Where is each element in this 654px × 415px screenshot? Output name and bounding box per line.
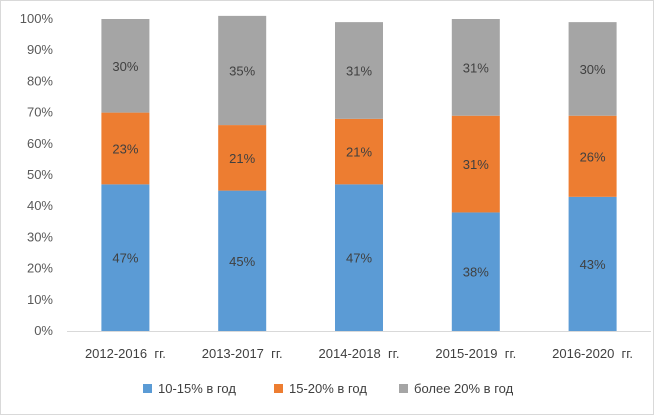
bar-segment <box>335 118 383 185</box>
y-tick-label: 0% <box>34 323 53 338</box>
bar-segment <box>568 22 617 116</box>
y-tick-label: 90% <box>27 42 53 57</box>
bar-segment <box>568 196 617 331</box>
bar-segment <box>451 19 500 116</box>
bar-segment <box>568 115 617 197</box>
data-label: 21% <box>229 151 255 166</box>
legend-label: 10-15% в год <box>158 381 236 396</box>
bar-segment <box>218 125 267 191</box>
y-tick-label: 40% <box>27 198 53 213</box>
legend-swatch <box>399 384 408 393</box>
bar-segment <box>101 112 150 185</box>
data-label: 38% <box>463 265 489 280</box>
x-axis: 2012-2016 гг. 2013-2017 гг. 2014-2018 гг. 2… <box>67 331 651 361</box>
legend-label: более 20% в год <box>414 381 514 396</box>
y-tick-label: 60% <box>27 136 53 151</box>
data-label: 21% <box>346 145 372 160</box>
y-tick-label: 20% <box>27 261 53 276</box>
data-label: 35% <box>229 63 255 78</box>
y-axis: 0% 10% 20% 30% 40% 50% 60% 70% 80% 90% 100% <box>20 11 54 338</box>
bar-segment <box>218 15 267 126</box>
data-label: 30% <box>112 59 138 74</box>
data-label: 47% <box>346 251 372 266</box>
bar-segment <box>101 19 150 113</box>
bar-segment <box>451 115 500 213</box>
data-label: 31% <box>463 157 489 172</box>
x-category-label: 2016-2020 гг. <box>552 346 633 361</box>
x-category-label: 2015-2019 гг. <box>435 346 516 361</box>
data-label: 31% <box>346 63 372 78</box>
x-category-label: 2013-2017 гг. <box>202 346 283 361</box>
y-tick-label: 50% <box>27 167 53 182</box>
legend: 10-15% в год 15-20% в год более 20% в год <box>143 381 514 396</box>
data-label: 43% <box>580 257 606 272</box>
data-label: 26% <box>580 149 606 164</box>
y-tick-label: 80% <box>27 73 53 88</box>
y-tick-label: 10% <box>27 292 53 307</box>
y-tick-label: 30% <box>27 229 53 244</box>
data-label: 23% <box>112 141 138 156</box>
data-label: 47% <box>112 251 138 266</box>
legend-swatch <box>274 384 283 393</box>
bar-segment <box>335 22 383 119</box>
bar-segment <box>451 212 500 331</box>
legend-swatch <box>143 384 152 393</box>
legend-label: 15-20% в год <box>289 381 367 396</box>
x-category-label: 2012-2016 гг. <box>85 346 166 361</box>
bar-segment <box>218 190 267 331</box>
y-tick-label: 100% <box>20 11 54 26</box>
data-label: 45% <box>229 254 255 269</box>
y-tick-label: 70% <box>27 105 53 120</box>
bars-group: 47% 23% 30% 45% 21% 35% 47% 21% 31% 38% 31% 31% 43% 2… <box>101 15 617 331</box>
x-category-label: 2014-2018 гг. <box>319 346 400 361</box>
data-label: 31% <box>463 60 489 75</box>
bar-segment <box>101 184 150 331</box>
data-label: 30% <box>580 62 606 77</box>
bar-segment <box>335 184 383 331</box>
